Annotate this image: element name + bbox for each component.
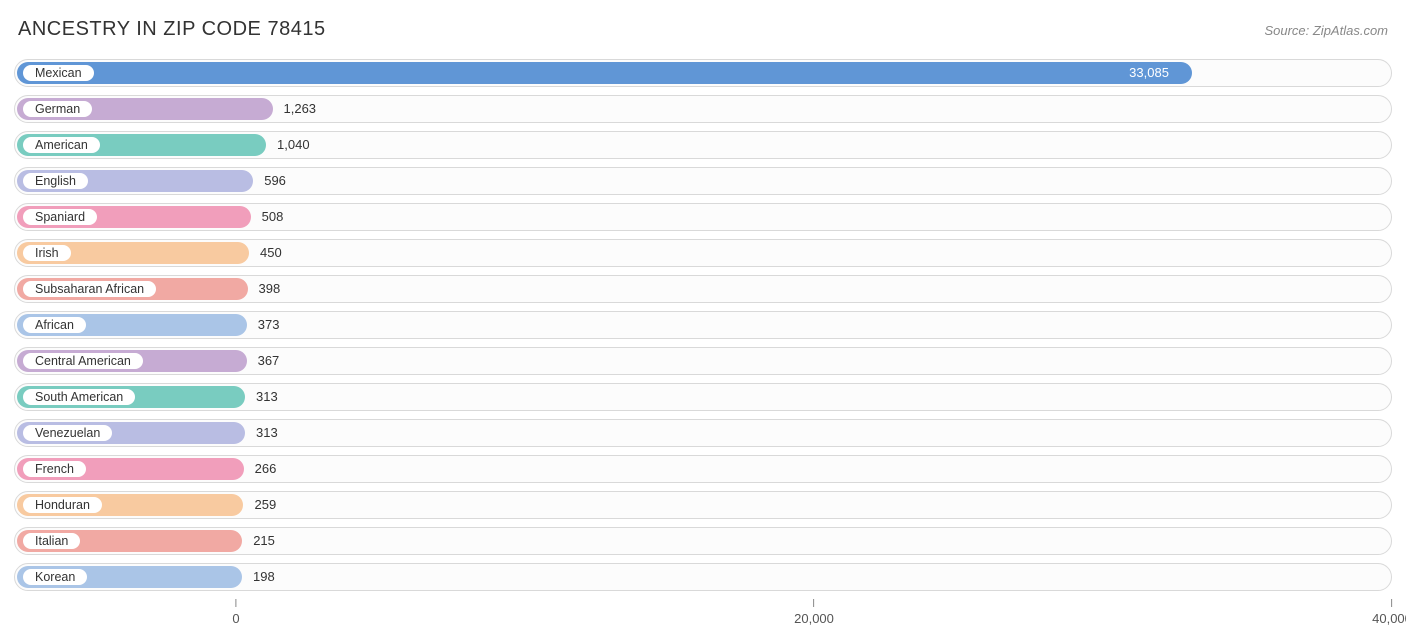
bar-value: 198 bbox=[253, 563, 275, 591]
bar-row: French 266 bbox=[14, 455, 1392, 483]
bar-row: Irish 450 bbox=[14, 239, 1392, 267]
bar-row: African 373 bbox=[14, 311, 1392, 339]
bar-value: 1,040 bbox=[277, 131, 310, 159]
axis-tick: 40,000 bbox=[1372, 599, 1406, 626]
chart-header: ANCESTRY IN ZIP CODE 78415 Source: ZipAt… bbox=[14, 18, 1392, 41]
bar-label: English bbox=[23, 173, 88, 189]
bar-value: 313 bbox=[256, 383, 278, 411]
bar-row: Venezuelan 313 bbox=[14, 419, 1392, 447]
tick-label: 0 bbox=[232, 611, 239, 626]
bar-row: Central American 367 bbox=[14, 347, 1392, 375]
bar-label: Central American bbox=[23, 353, 143, 369]
bar-label: American bbox=[23, 137, 100, 153]
tick-label: 20,000 bbox=[794, 611, 834, 626]
tick-line bbox=[235, 599, 236, 607]
bar-label: Honduran bbox=[23, 497, 102, 513]
bar-row: Mexican 33,085 bbox=[14, 59, 1392, 87]
bar-value: 596 bbox=[264, 167, 286, 195]
bar-value: 450 bbox=[260, 239, 282, 267]
chart-title: ANCESTRY IN ZIP CODE 78415 bbox=[18, 18, 326, 41]
bar-row: German 1,263 bbox=[14, 95, 1392, 123]
tick-label: 40,000 bbox=[1372, 611, 1406, 626]
bar-label: Korean bbox=[23, 569, 87, 585]
bar-label: German bbox=[23, 101, 92, 117]
axis-tick: 0 bbox=[232, 599, 239, 626]
bar-row: Honduran 259 bbox=[14, 491, 1392, 519]
axis-tick: 20,000 bbox=[794, 599, 834, 626]
bar-label: Subsaharan African bbox=[23, 281, 156, 297]
x-axis: 020,00040,000 bbox=[14, 599, 1392, 639]
bar-row: Spaniard 508 bbox=[14, 203, 1392, 231]
bar-value: 367 bbox=[258, 347, 280, 375]
bar-row: American 1,040 bbox=[14, 131, 1392, 159]
bar-row: Korean 198 bbox=[14, 563, 1392, 591]
chart-source: Source: ZipAtlas.com bbox=[1264, 23, 1388, 38]
bar-label: Irish bbox=[23, 245, 71, 261]
bar-row: Subsaharan African 398 bbox=[14, 275, 1392, 303]
bar-value: 508 bbox=[262, 203, 284, 231]
bar-label: Spaniard bbox=[23, 209, 97, 225]
tick-line bbox=[813, 599, 814, 607]
tick-line bbox=[1391, 599, 1392, 607]
bar-label: Italian bbox=[23, 533, 80, 549]
bar-label: African bbox=[23, 317, 86, 333]
bar-value: 215 bbox=[253, 527, 275, 555]
bar-value: 398 bbox=[259, 275, 281, 303]
bar-value: 33,085 bbox=[1129, 59, 1169, 87]
bar-value: 1,263 bbox=[284, 95, 317, 123]
bar-label: Mexican bbox=[23, 65, 94, 81]
bar-label: French bbox=[23, 461, 86, 477]
bar-row: South American 313 bbox=[14, 383, 1392, 411]
bar-value: 266 bbox=[255, 455, 277, 483]
bar-fill bbox=[17, 62, 1192, 84]
chart-area: Mexican 33,085 German 1,263 American 1,040 Eng… bbox=[14, 59, 1392, 639]
bar-row: Italian 215 bbox=[14, 527, 1392, 555]
bar-value: 259 bbox=[254, 491, 276, 519]
bar-value: 313 bbox=[256, 419, 278, 447]
bar-row: English 596 bbox=[14, 167, 1392, 195]
bar-label: South American bbox=[23, 389, 135, 405]
bar-value: 373 bbox=[258, 311, 280, 339]
bar-label: Venezuelan bbox=[23, 425, 112, 441]
